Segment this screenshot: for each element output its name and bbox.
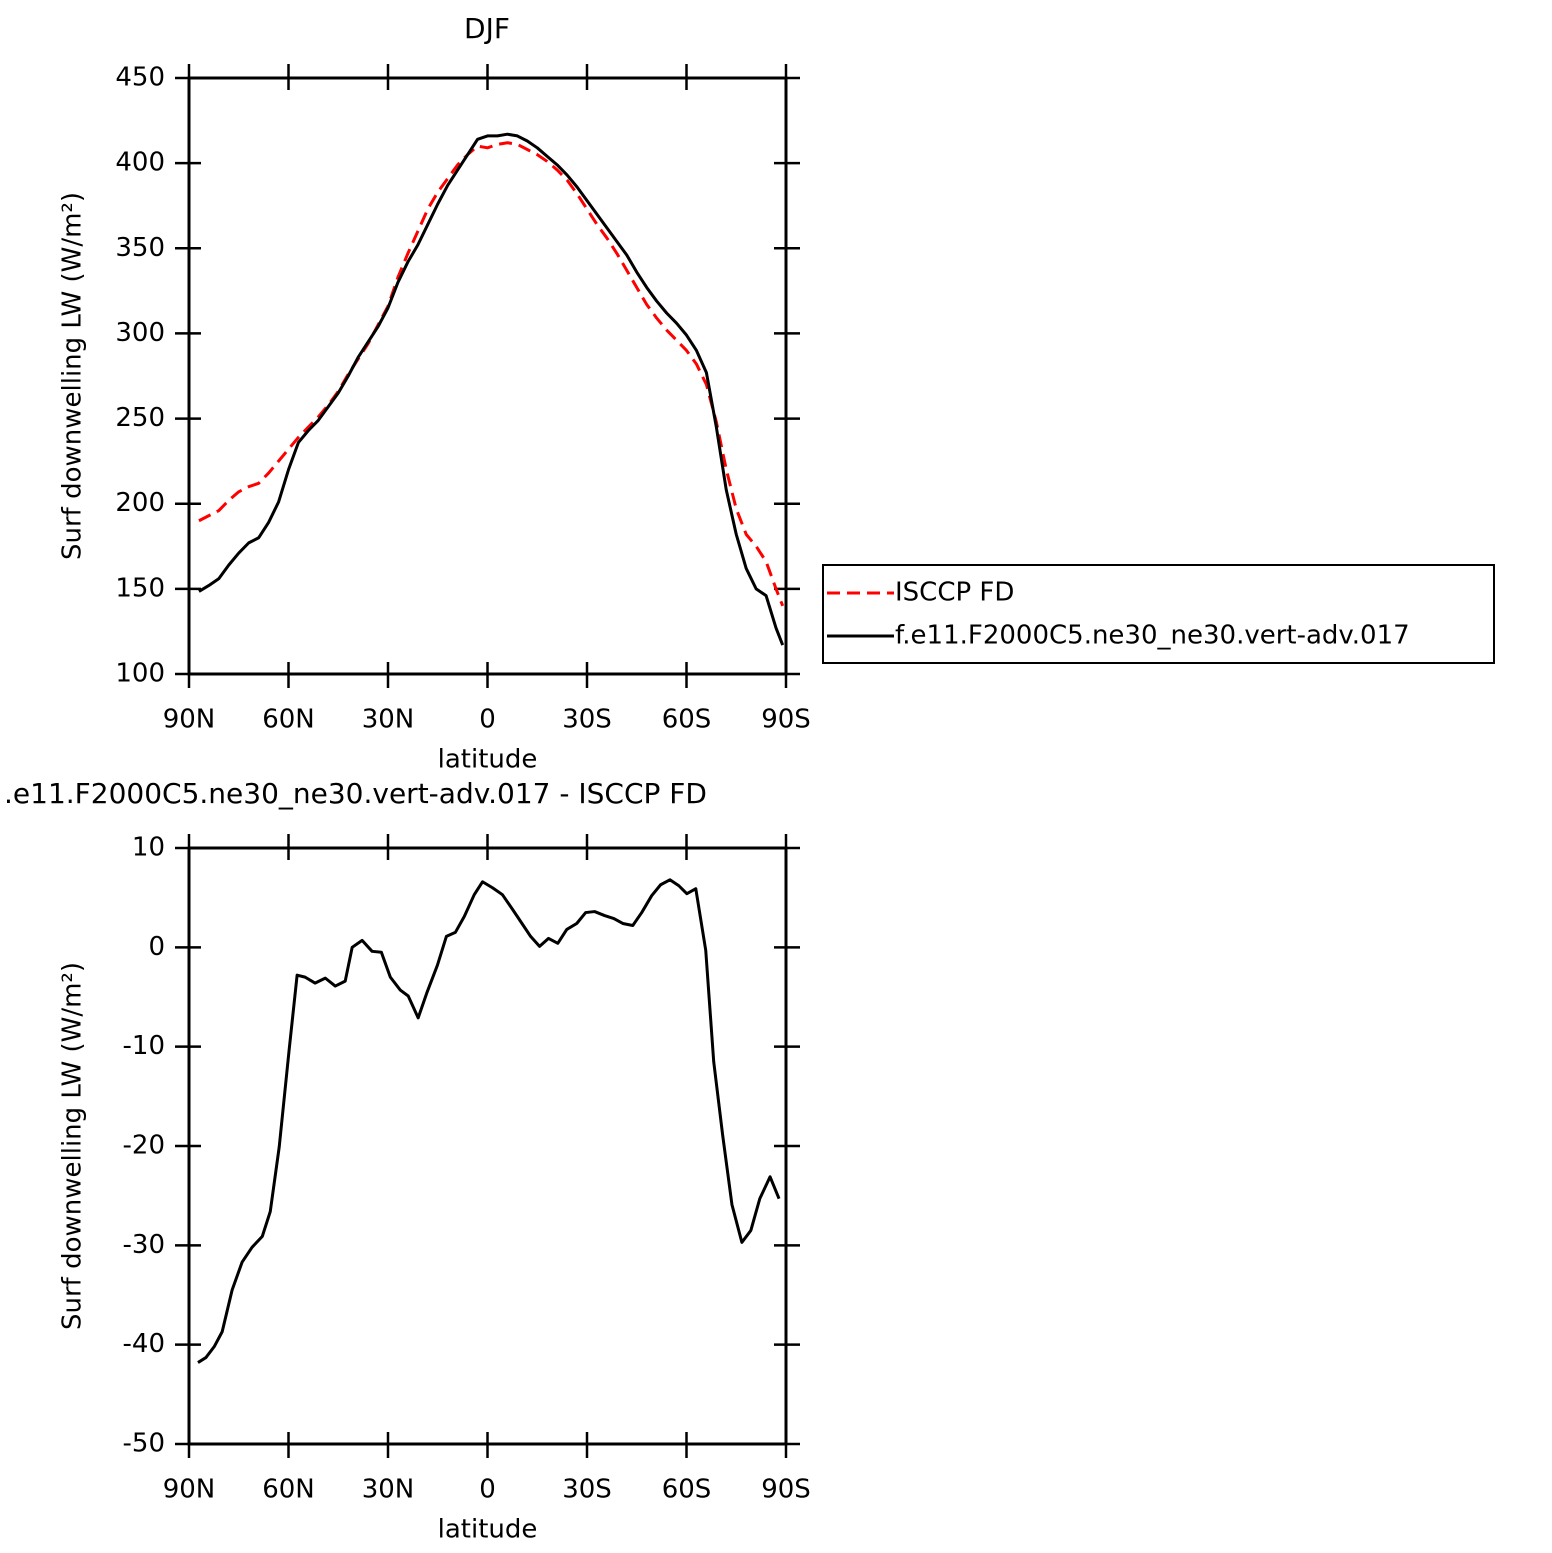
x-tick-label: 0 xyxy=(479,705,496,735)
series-line xyxy=(198,132,785,646)
data-line xyxy=(197,878,781,1364)
x-tick-label: 30S xyxy=(562,1475,612,1505)
series-line xyxy=(198,141,785,607)
y-tick-label: 150 xyxy=(115,573,165,603)
chart-title: DJF xyxy=(464,12,510,45)
y-tick-label: -10 xyxy=(123,1031,165,1061)
x-tick-label: 0 xyxy=(479,1475,496,1505)
y-tick-label: 100 xyxy=(115,659,165,689)
y-tick-label: 0 xyxy=(148,932,165,962)
x-tick-label: 90N xyxy=(163,1475,216,1505)
x-tick-label: 90S xyxy=(761,1475,811,1505)
y-tick-label: -30 xyxy=(123,1230,165,1260)
y-tick-label: -40 xyxy=(123,1329,165,1359)
x-tick-label: 60N xyxy=(262,1475,315,1505)
y-tick-label: 450 xyxy=(115,63,165,93)
y-tick-label: -20 xyxy=(123,1131,165,1161)
x-tick-label: 60S xyxy=(662,1475,712,1505)
x-axis-label: latitude xyxy=(438,1515,538,1545)
legend-label: f.e11.F2000C5.ne30_ne30.vert-adv.017 xyxy=(895,621,1410,651)
chart-title: .e11.F2000C5.ne30_ne30.vert-adv.017 - IS… xyxy=(4,777,707,810)
y-axis-label: Surf downwelling LW (W/m²) xyxy=(58,192,88,560)
x-tick-label: 60S xyxy=(662,705,712,735)
y-tick-label: 250 xyxy=(115,403,165,433)
y-axis-label: Surf downwelling LW (W/m²) xyxy=(58,962,88,1330)
x-tick-label: 90S xyxy=(761,705,811,735)
x-tick-label: 30N xyxy=(362,705,415,735)
y-tick-label: 300 xyxy=(115,318,165,348)
plot-frame xyxy=(187,846,788,1446)
y-tick-label: -50 xyxy=(123,1429,165,1459)
x-axis-label: latitude xyxy=(438,745,538,775)
legend-label: ISCCP FD xyxy=(895,578,1014,608)
plot-frame xyxy=(187,76,788,676)
y-tick-label: 400 xyxy=(115,148,165,178)
x-tick-label: 60N xyxy=(262,705,315,735)
y-tick-label: 350 xyxy=(115,233,165,263)
legend-box xyxy=(822,564,1495,664)
y-tick-label: 200 xyxy=(115,488,165,518)
y-tick-label: 10 xyxy=(132,833,165,863)
x-tick-label: 90N xyxy=(163,705,216,735)
x-tick-label: 30S xyxy=(562,705,612,735)
x-tick-label: 30N xyxy=(362,1475,415,1505)
